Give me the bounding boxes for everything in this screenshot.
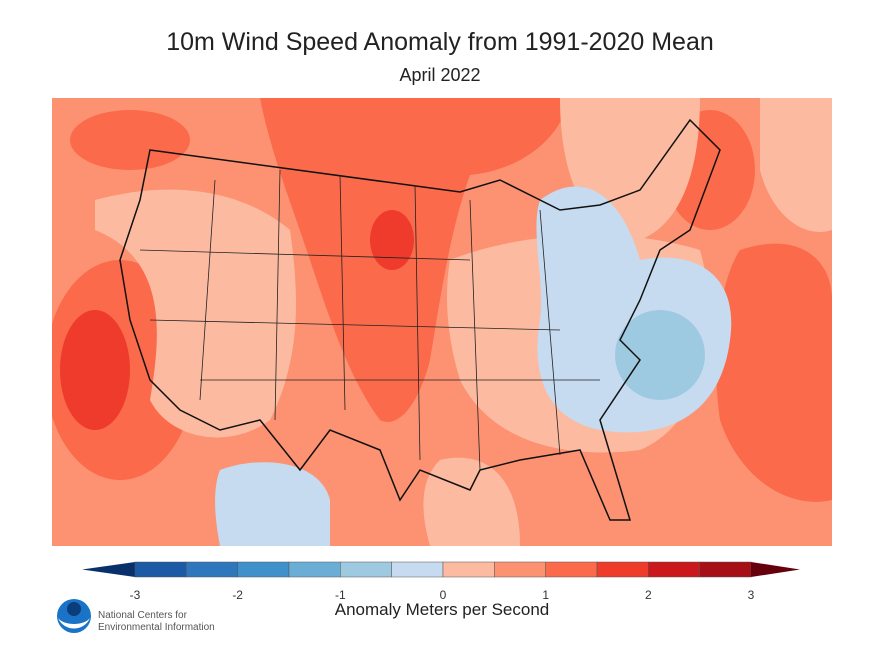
colorbar-segment — [186, 561, 238, 578]
colorbar-tick-label: 3 — [747, 588, 755, 602]
colorbar-tick-label: 2 — [644, 588, 652, 602]
colorbar-tick-label: -1 — [334, 588, 346, 602]
colorbar-tick-label: 1 — [542, 588, 549, 602]
colorbar — [82, 561, 800, 578]
colorbar-segment — [288, 561, 341, 578]
colorbar-tick-label: -3 — [129, 588, 141, 602]
colorbar-min-arrow — [82, 562, 135, 577]
colorbar-segment — [545, 561, 598, 578]
colorbar-tick-label: 0 — [439, 588, 447, 602]
anomaly-map — [52, 98, 832, 546]
state-borders — [139, 169, 600, 471]
colorbar-segment — [340, 561, 392, 578]
colorbar-segment — [391, 561, 444, 578]
colorbar-segment — [237, 561, 290, 578]
colorbar-tick-label: -2 — [232, 588, 243, 602]
colorbar-segment — [699, 561, 752, 578]
colorbar-segment — [494, 561, 546, 578]
colorbar-segment — [596, 561, 649, 578]
colorbar-segment — [134, 561, 187, 578]
strong-positive-areas — [60, 210, 414, 430]
colorbar-max-arrow — [751, 562, 800, 577]
colorbar-label: Anomaly Meters per Second — [334, 600, 550, 619]
org-line-2: Environmental Information — [98, 622, 215, 633]
map-subtitle: April 2022 — [399, 65, 481, 85]
colorbar-segment — [648, 561, 700, 578]
org-line-1: National Centers for — [98, 610, 187, 621]
us-outline — [119, 118, 721, 521]
noaa-logo — [57, 599, 91, 633]
org-name: National Centers for Environmental Infor… — [98, 610, 215, 634]
map-title: 10m Wind Speed Anomaly from 1991-2020 Me… — [166, 28, 714, 56]
negative-areas — [215, 186, 732, 546]
colorbar-segment — [442, 561, 495, 578]
